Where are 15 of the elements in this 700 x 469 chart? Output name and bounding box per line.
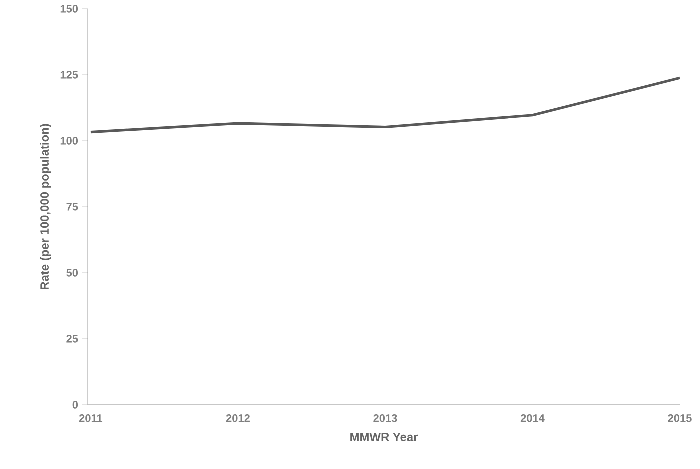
y-tick-label: 25: [66, 335, 78, 343]
y-tick-label: 100: [60, 137, 78, 145]
line-series: [90, 76, 682, 134]
y-tick-label: 50: [66, 269, 78, 277]
x-tick-label: 2014: [520, 414, 545, 422]
x-axis-title: MMWR Year: [350, 433, 418, 442]
y-tick-label: 125: [60, 71, 78, 79]
x-tick-label: 2011: [79, 414, 103, 422]
y-tick-label: 150: [60, 5, 78, 13]
y-tick-label: 0: [72, 401, 78, 409]
y-tick-label: 75: [66, 203, 78, 211]
x-tick-label: 2015: [668, 414, 692, 422]
x-tick-label: 2013: [374, 414, 398, 422]
x-tick-label: 2012: [226, 414, 250, 422]
y-axis-title: Rate (per 100,000 population): [40, 124, 52, 290]
